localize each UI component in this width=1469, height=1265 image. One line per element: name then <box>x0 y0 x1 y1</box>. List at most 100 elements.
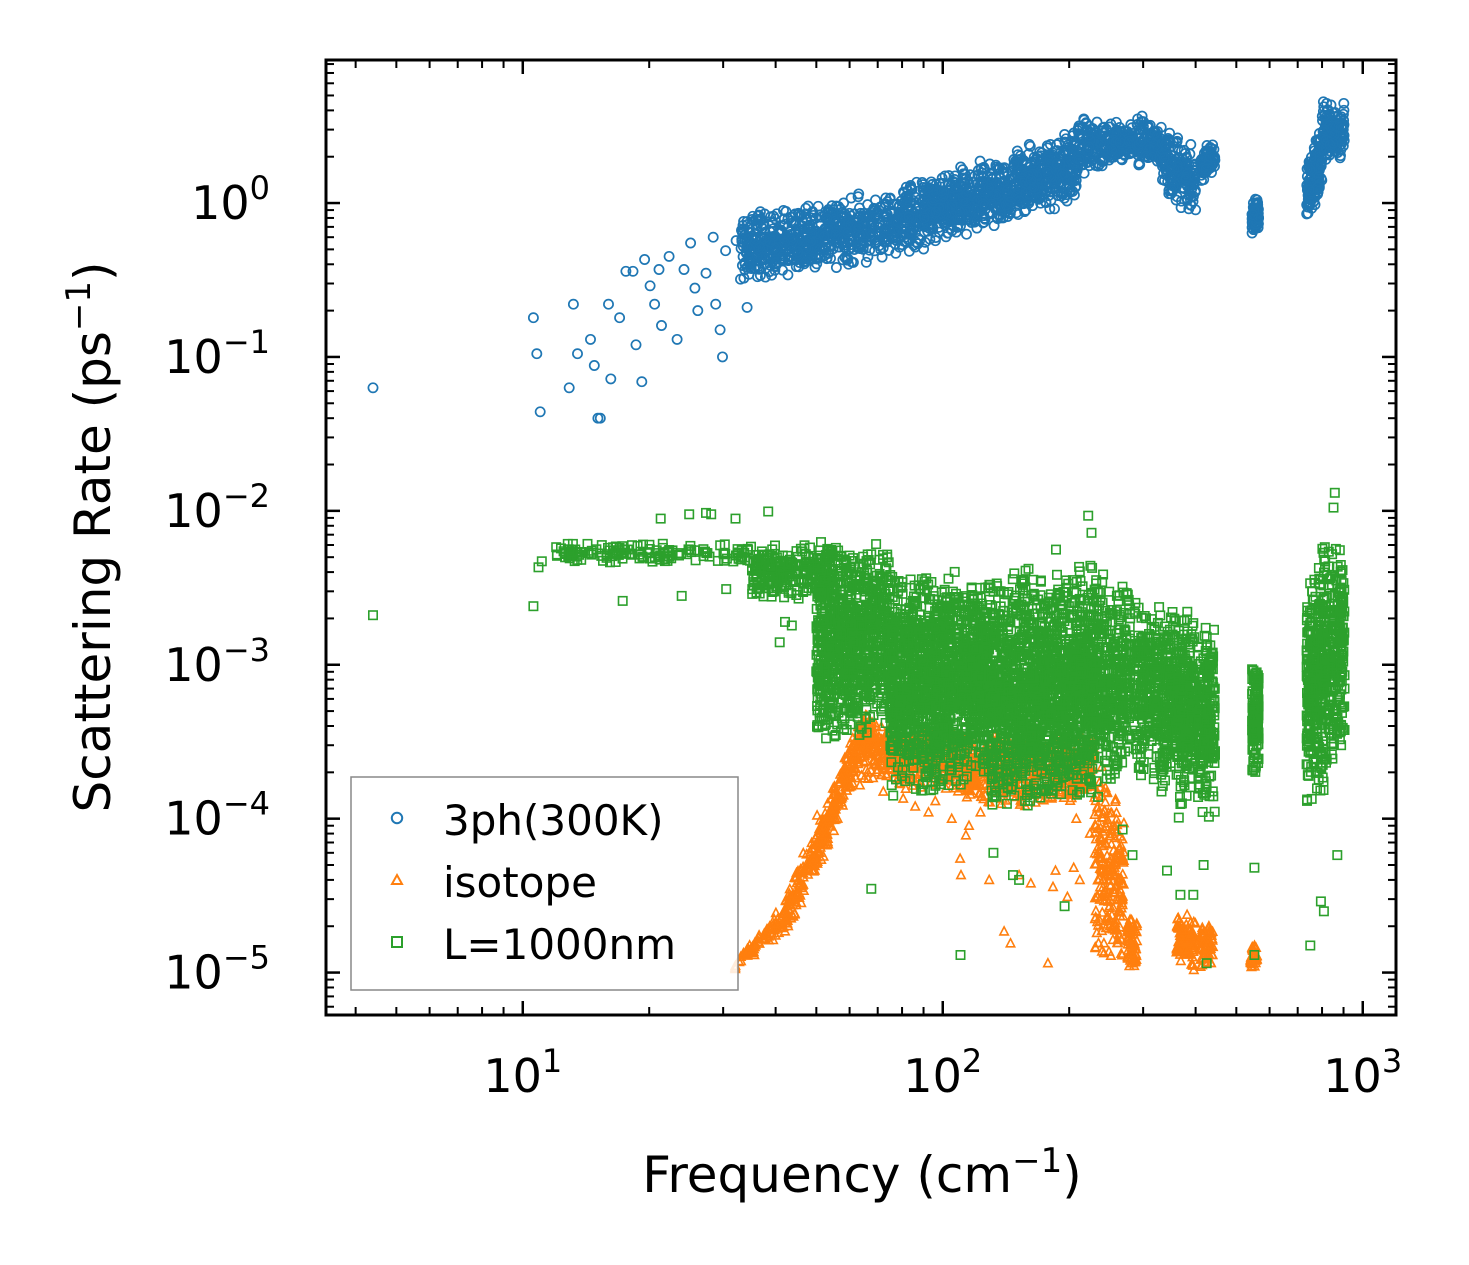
data-point-triangle <box>741 947 754 958</box>
data-point-triangle <box>879 763 891 774</box>
data-point-triangle <box>1206 948 1219 960</box>
data-point-triangle <box>766 927 778 938</box>
data-point-triangle <box>862 766 874 777</box>
data-point-triangle <box>835 796 848 807</box>
data-point-triangle <box>1095 831 1107 843</box>
data-point-triangle <box>998 925 1010 936</box>
data-point-triangle <box>963 819 975 831</box>
data-point-triangle <box>784 882 796 894</box>
data-point-triangle <box>1122 918 1134 930</box>
data-point-triangle <box>946 812 958 824</box>
data-point-triangle <box>1025 877 1037 888</box>
data-point-triangle <box>1094 781 1106 793</box>
data-point-triangle <box>1068 861 1080 873</box>
data-point-triangle <box>735 954 747 966</box>
data-point-triangle <box>812 847 824 858</box>
data-point-triangle <box>782 902 794 914</box>
data-point-triangle <box>1105 922 1117 933</box>
data-point-triangle <box>1113 843 1125 854</box>
data-point-triangle <box>1181 908 1193 920</box>
data-point-triangle <box>1179 943 1192 955</box>
data-point-triangle <box>877 785 889 796</box>
data-point-triangle <box>806 854 818 865</box>
data-point-triangle <box>1089 941 1102 953</box>
data-point-triangle <box>1091 926 1103 938</box>
data-point-triangle <box>1116 850 1128 862</box>
data-point-triangle <box>1131 919 1143 931</box>
data-point-triangle <box>770 906 782 918</box>
data-point-triangle <box>1100 921 1112 933</box>
data-point-triangle <box>1201 955 1213 967</box>
data-point-triangle <box>1092 873 1104 885</box>
data-point-triangle <box>961 790 973 802</box>
data-point-triangle <box>1197 936 1209 947</box>
data-point-triangle <box>1049 864 1062 875</box>
data-point-triangle <box>822 810 834 822</box>
data-point-triangle <box>1089 808 1101 820</box>
data-point-triangle <box>1172 935 1184 947</box>
data-point-triangle <box>1038 793 1050 805</box>
data-point-triangle <box>839 751 851 763</box>
data-point-triangle <box>1118 816 1130 828</box>
data-point-triangle <box>1094 880 1106 892</box>
data-point-triangle <box>1004 937 1017 948</box>
data-point-triangle <box>785 912 797 923</box>
data-point-triangle <box>1098 946 1110 958</box>
data-point-triangle <box>1102 910 1114 921</box>
data-point-triangle <box>1187 959 1199 970</box>
data-point-triangle <box>762 923 774 935</box>
data-point-triangle <box>1204 923 1216 935</box>
data-point-triangle <box>1246 957 1258 969</box>
data-point-triangle <box>1091 842 1103 854</box>
data-point-triangle <box>1112 933 1124 945</box>
data-point-triangle <box>797 846 809 858</box>
data-point-triangle <box>954 852 966 863</box>
data-point-triangle <box>801 848 813 859</box>
data-points <box>367 96 1350 975</box>
data-point-triangle <box>1089 891 1101 903</box>
data-point-triangle <box>1103 862 1115 874</box>
data-point-triangle <box>838 765 850 776</box>
data-point-triangle <box>828 795 840 806</box>
data-point-triangle <box>826 805 838 817</box>
data-point-square <box>743 545 754 556</box>
data-point-triangle <box>1202 935 1214 946</box>
data-point-triangle <box>1090 820 1102 831</box>
data-point-triangle <box>1099 886 1111 897</box>
data-point-triangle <box>779 913 791 924</box>
data-point-triangle <box>1171 919 1183 931</box>
data-point-triangle <box>1114 830 1126 841</box>
data-point-triangle <box>869 738 881 750</box>
data-point-triangle <box>1107 920 1119 932</box>
data-point-triangle <box>1014 798 1026 809</box>
data-point-triangle <box>1091 800 1103 812</box>
data-point-triangle <box>929 794 941 806</box>
data-point-triangle <box>867 771 879 783</box>
data-point-triangle <box>1112 904 1124 916</box>
data-point-triangle <box>1184 929 1196 941</box>
data-point-triangle <box>844 770 856 782</box>
data-point-triangle <box>1096 924 1108 936</box>
data-point-triangle <box>952 785 964 796</box>
data-point-triangle <box>824 820 836 831</box>
data-point-triangle <box>1202 939 1214 950</box>
data-point-triangle <box>1110 813 1123 824</box>
data-point-triangle <box>955 781 968 793</box>
data-point-square <box>596 540 607 551</box>
data-point-triangle <box>1061 890 1073 902</box>
data-point-triangle <box>1174 929 1186 941</box>
data-point-triangle <box>1104 893 1116 905</box>
data-point-triangle <box>1105 838 1117 849</box>
data-point-triangle <box>1109 868 1121 879</box>
data-point-triangle <box>744 939 756 950</box>
data-point-triangle <box>1110 857 1122 868</box>
data-point-triangle <box>1047 880 1059 892</box>
data-point-triangle <box>1084 827 1096 838</box>
data-point-triangle <box>1095 850 1108 862</box>
data-point-triangle <box>971 779 984 791</box>
data-point-triangle <box>900 782 912 794</box>
data-point-triangle <box>1124 954 1136 965</box>
data-point-triangle <box>1101 912 1113 924</box>
data-point-triangle <box>1125 947 1137 959</box>
